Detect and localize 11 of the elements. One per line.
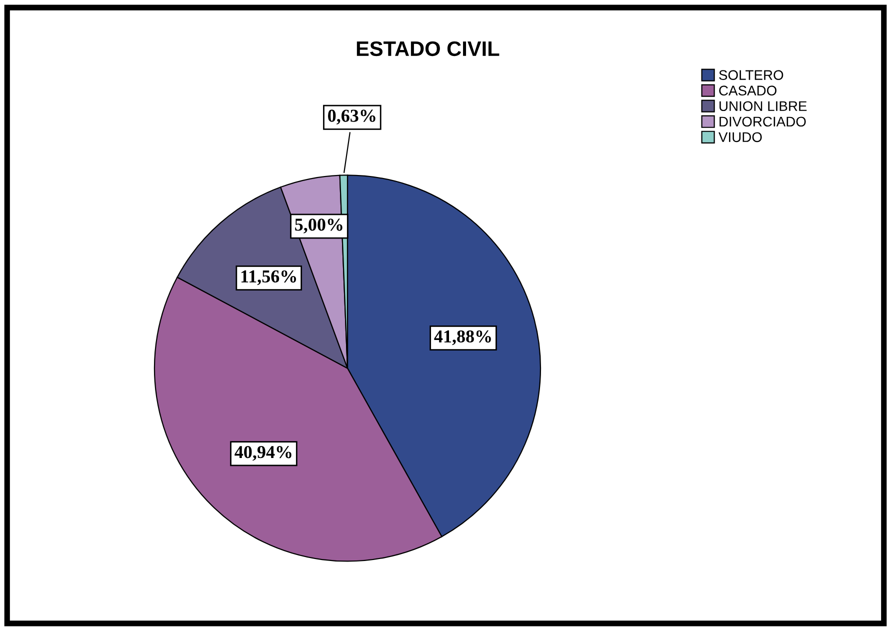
data-label: 40,94% bbox=[234, 446, 292, 461]
data-label: 11,56% bbox=[241, 270, 296, 286]
legend-label: SOLTERO bbox=[719, 70, 784, 80]
legend-label: CASADO bbox=[719, 86, 776, 96]
data-label: 0,63% bbox=[328, 110, 376, 124]
legend-label: VIUDO bbox=[718, 132, 762, 142]
legend-label: DIVORCIADO bbox=[720, 116, 806, 127]
legend-label: UNION LIBRE bbox=[720, 101, 807, 112]
data-label: 41,88% bbox=[434, 330, 491, 346]
chart-title: ESTADO CIVIL bbox=[356, 41, 500, 56]
data-label: 5,00% bbox=[295, 218, 342, 234]
